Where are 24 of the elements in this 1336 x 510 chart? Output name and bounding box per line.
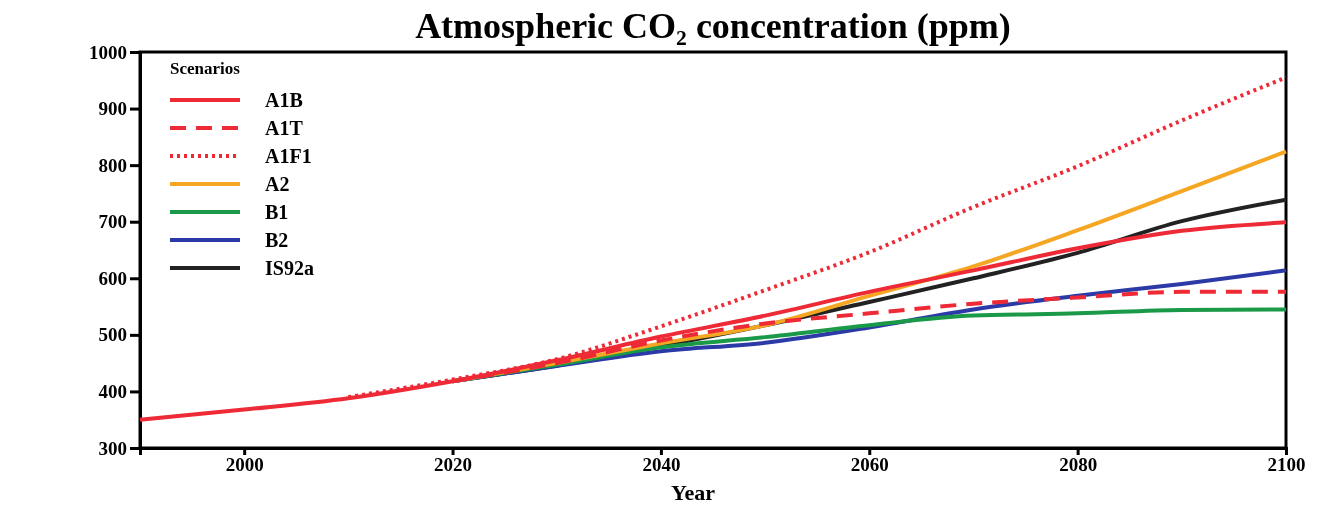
x-tick-label: 2040 — [642, 454, 681, 476]
legend-label: B2 — [265, 229, 289, 251]
y-tick-label: 300 — [98, 437, 127, 459]
x-tick-label: 2100 — [1267, 454, 1306, 476]
y-tick-label: 1000 — [89, 41, 127, 63]
legend-label: A1B — [265, 89, 303, 111]
x-tick-label: 2060 — [850, 454, 889, 476]
y-tick-label: 400 — [98, 381, 127, 403]
legend-label: A1F1 — [265, 145, 312, 167]
legend-label: IS92a — [265, 257, 314, 279]
legend-label: A1T — [265, 117, 304, 139]
x-tick-label: 2080 — [1059, 454, 1098, 476]
x-tick-label: 2020 — [434, 454, 473, 476]
y-tick-label: 500 — [98, 324, 127, 346]
x-tick-label: 2000 — [225, 454, 264, 476]
legend-label: B1 — [265, 201, 289, 223]
legend-title: Scenarios — [170, 59, 241, 78]
x-axis-title: Year — [671, 480, 716, 505]
y-tick-label: 600 — [98, 267, 127, 289]
y-tick-label: 700 — [98, 211, 127, 233]
legend-label: A2 — [265, 173, 290, 195]
y-tick-label: 900 — [98, 98, 127, 120]
chart-title: Atmospheric CO₂ concentration (ppm) — [415, 6, 1011, 46]
y-tick-label: 800 — [98, 154, 127, 176]
